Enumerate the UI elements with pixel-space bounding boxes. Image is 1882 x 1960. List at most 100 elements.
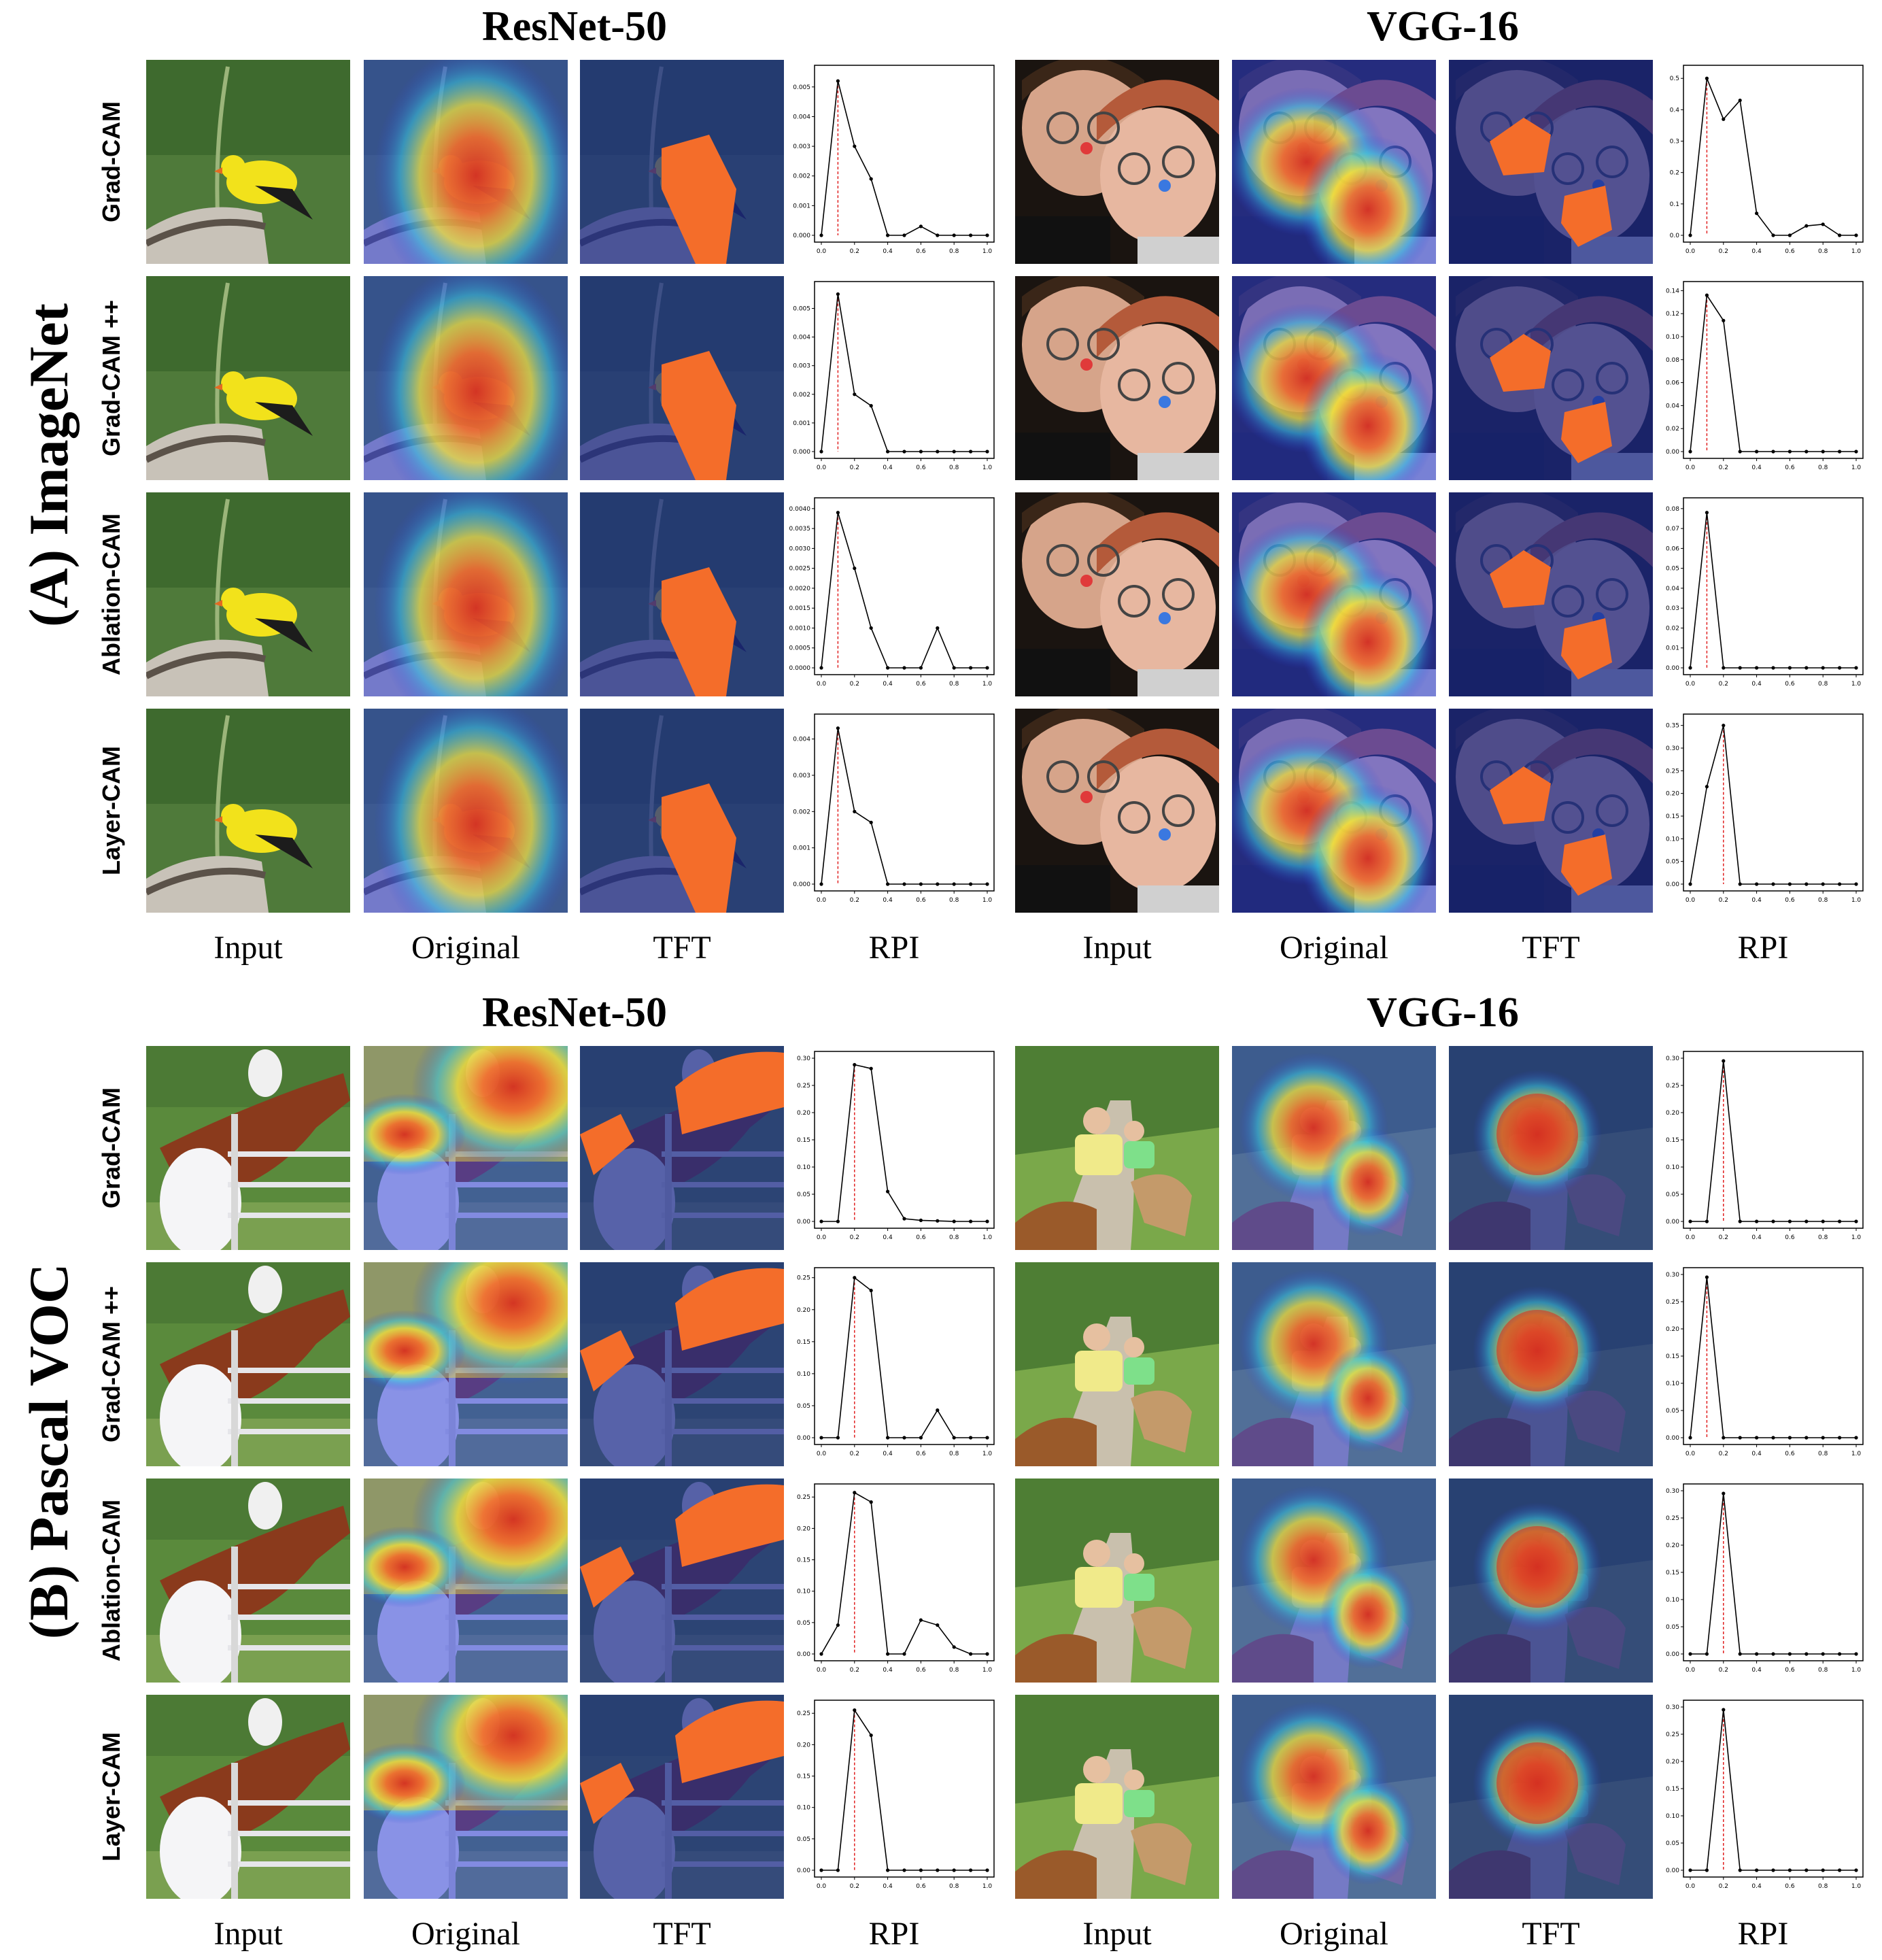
rpi-point [886, 233, 890, 237]
x-tick-label: 0.2 [850, 464, 859, 471]
rpi-point [919, 450, 923, 454]
rpi-point [869, 626, 873, 630]
chart-frame [814, 1483, 995, 1661]
y-tick-label: 0.15 [1666, 1137, 1679, 1144]
y-tick-label: 0.10 [797, 1589, 810, 1595]
rpi-point [853, 567, 857, 571]
y-tick-label: 0.20 [1666, 1326, 1679, 1333]
rpi-chart: 0.00 0.02 0.04 0.06 0.08 0.10 0.12 0.14 0.0 0.2 0.… [1658, 276, 1868, 480]
heat-blob [1300, 567, 1436, 696]
tft-region [580, 1763, 634, 1824]
rpi-chart: 0.000 0.001 0.002 0.003 0.004 0.005 0.0 0.2 0.4 0… [789, 60, 999, 264]
y-tick-label: 0.03 [1666, 605, 1679, 612]
y-tick-label: 0.004 [793, 114, 810, 120]
rpi-point [1787, 1868, 1792, 1872]
original-heatmap [364, 1695, 568, 1899]
rpi-point [1705, 76, 1709, 80]
chart-frame [814, 281, 995, 459]
rpi-point [1854, 1436, 1858, 1440]
tft-heatmap [1449, 1479, 1653, 1683]
original-heatmap [364, 1479, 568, 1683]
y-tick-label: 0.00 [1666, 1868, 1679, 1874]
y-tick-label: 0.001 [793, 203, 810, 209]
rpi-point [1804, 1219, 1809, 1223]
heat-blob [1300, 135, 1436, 264]
rpi-point [919, 882, 923, 886]
x-tick-label: 0.8 [949, 1234, 959, 1241]
tft-region [580, 1114, 634, 1175]
rpi-point [1755, 1652, 1759, 1656]
rpi-chart: 0.00 0.05 0.10 0.15 0.20 0.25 0.0 0.2 0.4 0.6 0.8 1… [789, 1695, 999, 1899]
y-tick-label: 0.25 [1666, 1731, 1679, 1738]
x-tick-label: 0.2 [1719, 248, 1728, 255]
y-tick-label: 0.05 [797, 1836, 810, 1843]
y-tick-label: 0.08 [1666, 357, 1679, 364]
model-title: ResNet-50 [481, 3, 667, 50]
x-tick-label: 0.4 [883, 681, 893, 688]
rpi-point [836, 1868, 840, 1872]
tft-heatmap [1449, 492, 1653, 696]
rpi-point [1787, 450, 1792, 454]
y-tick-label: 0.0025 [789, 566, 811, 573]
x-tick-label: 0.8 [1818, 681, 1828, 688]
y-tick-label: 0.004 [793, 335, 810, 341]
rpi-point [886, 882, 890, 886]
rpi-point [1838, 450, 1842, 454]
rpi-point [1705, 1275, 1709, 1279]
column-label: Input [213, 930, 283, 966]
tft-heatmap [580, 60, 784, 264]
row-label: Grad-CAM ++ [97, 1285, 125, 1443]
original-heatmap [1232, 276, 1436, 480]
rpi-point [819, 666, 823, 670]
tft-region [662, 567, 736, 696]
heat-blob [364, 1310, 466, 1391]
x-tick-label: 0.8 [949, 248, 959, 255]
x-tick-label: 0.6 [1785, 897, 1795, 904]
heat-blob [374, 60, 568, 264]
rpi-point [1787, 1436, 1792, 1440]
rpi-point [1738, 1652, 1742, 1656]
rpi-point [902, 1652, 906, 1656]
rpi-point [853, 1491, 857, 1495]
x-tick-label: 0.0 [1686, 248, 1696, 255]
rpi-point [1722, 318, 1726, 322]
rpi-point [1838, 1868, 1842, 1872]
y-tick-label: 0.25 [797, 1275, 810, 1282]
rpi-point [985, 1868, 989, 1872]
rpi-point [1738, 666, 1742, 670]
original-heatmap [1232, 1695, 1436, 1899]
rpi-point [985, 1436, 989, 1440]
x-tick-label: 0.2 [850, 897, 859, 904]
rpi-point [1688, 1436, 1692, 1440]
x-tick-label: 0.2 [1719, 1451, 1728, 1457]
rpi-point [1722, 1491, 1726, 1496]
y-tick-label: 0.05 [1666, 1840, 1679, 1847]
input-image [1015, 276, 1219, 480]
rpi-point [1821, 1436, 1825, 1440]
rpi-point [1705, 1652, 1709, 1656]
rpi-point [952, 1219, 956, 1223]
rpi-point [819, 1436, 823, 1440]
x-tick-label: 0.8 [1818, 1451, 1828, 1457]
chart-frame [814, 1267, 995, 1445]
heat-blob [374, 276, 568, 480]
y-tick-label: 0.001 [793, 420, 810, 427]
rpi-point [902, 233, 906, 237]
heat-blob [1300, 783, 1436, 913]
row-label: Ablation-CAM [97, 513, 125, 675]
input-image [1015, 1046, 1219, 1250]
column-label: RPI [1737, 930, 1789, 966]
x-tick-label: 0.0 [1686, 1451, 1696, 1457]
y-tick-label: 0.06 [1666, 380, 1679, 387]
rpi-point [1838, 1652, 1842, 1656]
rpi-point [1838, 882, 1842, 886]
y-tick-label: 0.00 [797, 1219, 810, 1226]
tft-heatmap [580, 1262, 784, 1466]
rpi-point [952, 1436, 956, 1440]
y-tick-label: 0.25 [797, 1494, 810, 1501]
y-tick-label: 0.20 [1666, 791, 1679, 798]
rpi-chart: 0.00 0.05 0.10 0.15 0.20 0.25 0.30 0.35 0.0 0.2 0.… [1658, 709, 1868, 913]
tft-region [675, 1484, 784, 1567]
rpi-point [886, 1436, 890, 1440]
tft-heatmap [1449, 60, 1653, 264]
